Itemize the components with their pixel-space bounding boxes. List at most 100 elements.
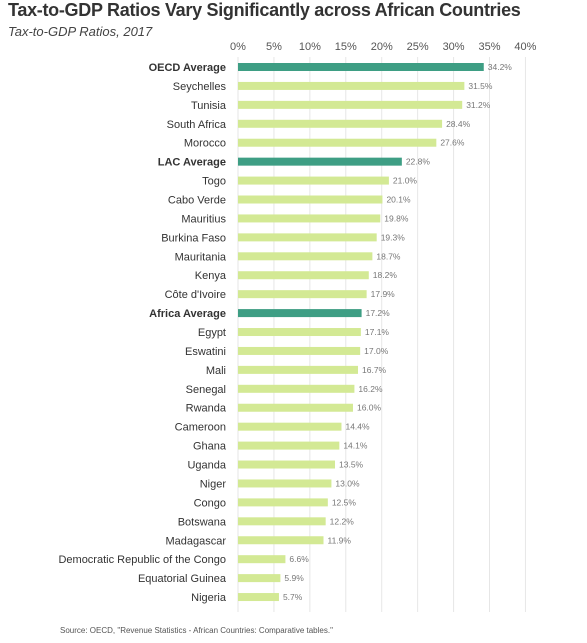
category-label: Equatorial Guinea xyxy=(138,573,227,585)
data-label: 34.2% xyxy=(488,62,513,72)
data-label: 12.5% xyxy=(332,497,357,507)
data-label: 5.7% xyxy=(283,592,303,602)
x-tick-label: 5% xyxy=(266,41,282,53)
x-tick-label: 30% xyxy=(443,41,465,53)
category-label: Nigeria xyxy=(191,592,227,604)
category-label: Kenya xyxy=(195,270,227,282)
bar xyxy=(238,441,340,450)
bar xyxy=(238,195,383,204)
data-label: 5.9% xyxy=(284,573,304,583)
bar xyxy=(238,498,328,507)
category-label: Uganda xyxy=(187,460,226,472)
data-label: 16.7% xyxy=(362,365,387,375)
category-label: Cameroon xyxy=(175,422,226,434)
x-tick-label: 10% xyxy=(299,41,321,53)
bar xyxy=(238,422,342,431)
category-label: LAC Average xyxy=(158,157,226,169)
bar xyxy=(238,574,281,583)
category-label: Egypt xyxy=(198,327,226,339)
bar xyxy=(238,309,362,318)
bar xyxy=(238,233,377,242)
source-note: Source: OECD, "Revenue Statistics - Afri… xyxy=(60,626,333,635)
data-label: 13.0% xyxy=(335,478,360,488)
data-label: 16.2% xyxy=(358,384,383,394)
category-label: Senegal xyxy=(186,384,226,396)
data-label: 20.1% xyxy=(386,195,411,205)
bar xyxy=(238,479,332,488)
data-label: 19.8% xyxy=(384,213,409,223)
data-label: 14.4% xyxy=(345,422,370,432)
category-label: Morocco xyxy=(184,138,226,150)
bar xyxy=(238,138,437,147)
bar xyxy=(238,100,463,109)
x-tick-label: 40% xyxy=(514,41,536,53)
data-label: 27.6% xyxy=(440,138,465,148)
data-label: 6.6% xyxy=(289,554,309,564)
data-label: 17.2% xyxy=(366,308,391,318)
data-label: 31.2% xyxy=(466,100,491,110)
category-label: Seychelles xyxy=(173,81,227,93)
category-label: Tunisia xyxy=(191,100,227,112)
bar xyxy=(238,119,443,128)
category-label: Madagascar xyxy=(165,535,226,547)
data-label: 31.5% xyxy=(468,81,493,91)
category-label: OECD Average xyxy=(149,62,226,74)
chart-subtitle: Tax-to-GDP Ratios, 2017 xyxy=(8,24,153,39)
bar xyxy=(238,517,326,526)
bar xyxy=(238,271,369,280)
category-label: Ghana xyxy=(193,441,227,453)
bar xyxy=(238,384,355,393)
bar xyxy=(238,403,353,412)
bar xyxy=(238,157,402,166)
x-tick-label: 15% xyxy=(335,41,357,53)
data-label: 17.0% xyxy=(364,346,389,356)
category-label: Burkina Faso xyxy=(161,232,226,244)
data-label: 14.1% xyxy=(343,441,368,451)
category-label: Togo xyxy=(202,176,226,188)
data-label: 21.0% xyxy=(393,176,418,186)
bar xyxy=(238,555,286,564)
data-label: 22.8% xyxy=(406,157,431,167)
bar xyxy=(238,365,359,374)
bar xyxy=(238,176,389,185)
category-label: Eswatini xyxy=(185,346,226,358)
data-label: 16.0% xyxy=(357,403,382,413)
x-tick-label: 0% xyxy=(230,41,246,53)
data-label: 17.9% xyxy=(371,289,396,299)
bar xyxy=(238,328,361,337)
category-label: Rwanda xyxy=(186,403,227,415)
data-label: 12.2% xyxy=(330,516,355,526)
chart-title: Tax-to-GDP Ratios Vary Significantly acr… xyxy=(8,0,521,20)
bar xyxy=(238,290,367,299)
category-label: Mauritius xyxy=(181,213,226,225)
data-label: 28.4% xyxy=(446,119,471,129)
category-label: Mauritania xyxy=(175,251,227,263)
x-tick-label: 35% xyxy=(478,41,500,53)
category-label: Mali xyxy=(206,365,226,377)
data-label: 18.7% xyxy=(376,251,401,261)
x-tick-label: 20% xyxy=(371,41,393,53)
bar xyxy=(238,593,279,602)
category-label: Botswana xyxy=(178,516,227,528)
category-label: South Africa xyxy=(167,119,227,131)
bar xyxy=(238,214,381,223)
data-label: 19.3% xyxy=(381,232,406,242)
category-label: Cabo Verde xyxy=(168,195,226,207)
category-label: Africa Average xyxy=(149,308,226,320)
data-label: 11.9% xyxy=(328,535,352,545)
bar xyxy=(238,252,373,261)
category-label: Côte d'Ivoire xyxy=(165,289,226,301)
bar xyxy=(238,81,465,90)
bar xyxy=(238,460,336,469)
data-label: 17.1% xyxy=(365,327,390,337)
category-label: Congo xyxy=(194,497,226,509)
category-label: Democratic Republic of the Congo xyxy=(58,554,226,566)
bar xyxy=(238,346,361,355)
x-tick-label: 25% xyxy=(407,41,429,53)
bar xyxy=(238,63,484,71)
data-label: 18.2% xyxy=(373,270,398,280)
category-label: Niger xyxy=(200,478,227,490)
data-label: 13.5% xyxy=(339,460,364,470)
bar xyxy=(238,536,324,545)
